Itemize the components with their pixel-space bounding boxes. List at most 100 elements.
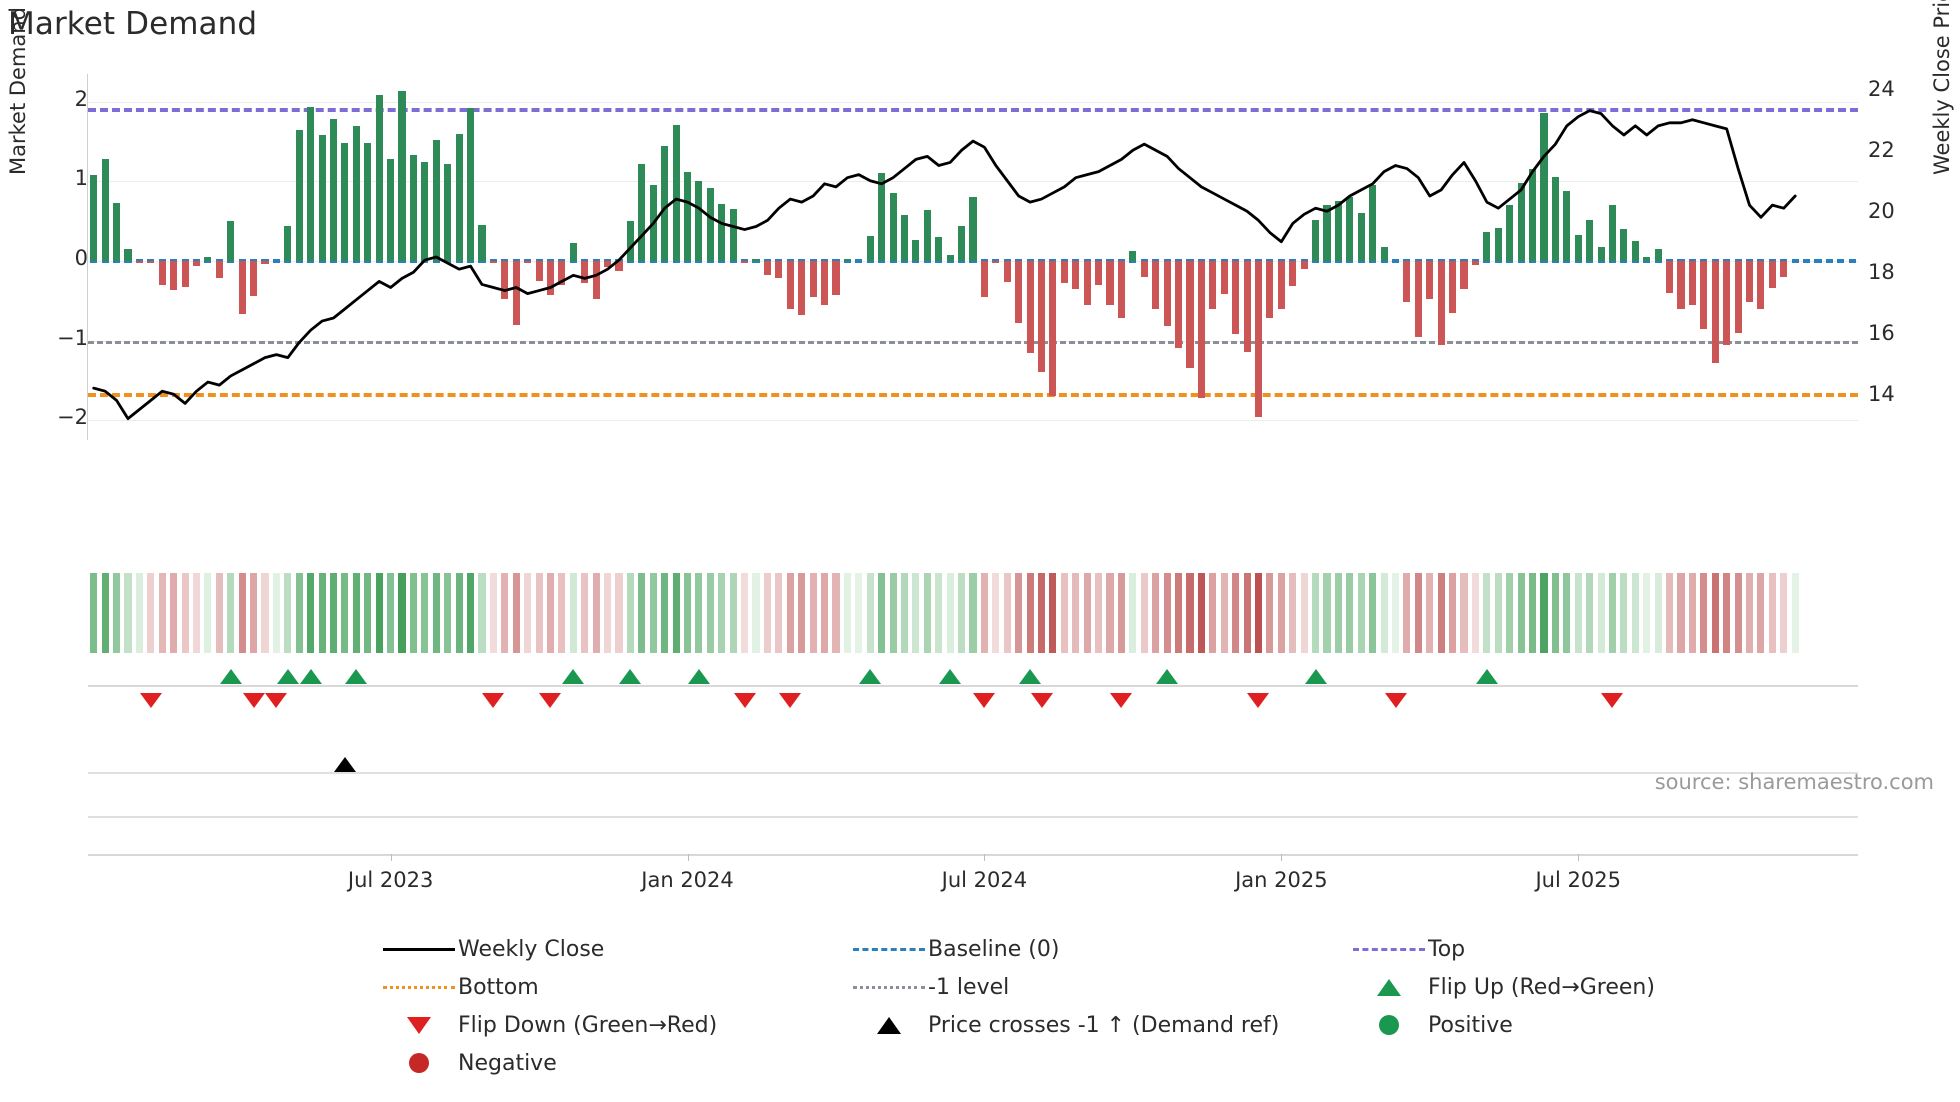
heatmap-cell [569,573,577,653]
demand-bar-negative [992,260,1000,263]
heatmap-cell [524,573,532,653]
heatmap-cell [741,573,749,653]
heatmap-cell [341,573,349,653]
heatmap-cell [535,573,543,653]
heatmap-cell [1312,573,1320,653]
heatmap-cell [1015,573,1023,653]
reference-line [88,340,1858,344]
demand-bar-negative [980,260,988,297]
demand-bar-negative [1471,260,1479,265]
baseline-segment [1803,258,1811,263]
flip-up-marker [619,669,642,684]
legend-item[interactable]: -1 level [850,968,1350,1006]
heatmap-cell [581,573,589,653]
demand-bar-positive [866,235,874,261]
heatmap-cell [501,573,509,653]
heatmap-cell [489,573,497,653]
demand-bar-positive [1506,205,1514,261]
legend-item-label: Bottom [458,974,539,1000]
baseline-segment [855,258,863,263]
heatmap-cell [798,573,806,653]
demand-bar-positive [124,249,132,261]
legend-item[interactable]: Price crosses -1 ↑ (Demand ref) [850,1006,1350,1044]
x-axis-tick-mark [687,854,689,861]
heatmap-cell [832,573,840,653]
legend-item[interactable]: Flip Up (Red→Green) [1350,968,1655,1006]
heatmap-cell [900,573,909,653]
heatmap-cell [375,573,383,653]
baseline-segment [706,258,714,263]
demand-bar-negative [238,260,246,315]
demand-bar-negative [1666,260,1674,293]
chart-legend: Weekly Close Baseline (0) Top Bottom -1 leve… [380,930,1655,1082]
legend-item[interactable]: Flip Down (Green→Red) [380,1006,850,1044]
flip-down-marker [779,693,802,708]
demand-bar-negative [1197,260,1205,398]
heatmap-cell [1471,573,1479,653]
legend-item[interactable]: Weekly Close [380,930,850,968]
baseline-segment [912,258,920,263]
demand-bar-positive [1654,249,1662,261]
heatmap-cell [1003,573,1011,653]
demand-bar-negative [192,260,201,266]
demand-bar-positive [661,145,669,261]
legend-item[interactable]: Positive [1350,1006,1640,1044]
legend-dot-orange-icon [380,976,458,998]
demand-bar-positive [1608,205,1617,261]
legend-swatch [853,947,925,951]
demand-bar-negative [1083,260,1091,305]
legend-swatch [1353,947,1425,951]
legend-item[interactable]: Bottom [380,968,850,1006]
demand-bar-positive [1620,229,1628,261]
baseline-segment [569,258,577,263]
demand-bar-positive [329,119,338,261]
demand-bar-negative [1072,260,1080,289]
baseline-segment [1483,258,1491,263]
heatmap-cell [729,573,737,653]
baseline-segment [364,258,372,263]
demand-bar-negative [1232,260,1240,335]
legend-item[interactable]: Negative [380,1044,850,1082]
demand-bar-negative [1220,260,1228,295]
demand-bar-positive [946,254,954,261]
reference-line [88,108,1858,113]
demand-bar-negative [1688,260,1696,305]
demand-bar-positive [1369,185,1377,261]
legend-swatch [409,1053,429,1073]
demand-bar-positive [843,259,851,261]
baseline-segment [935,258,943,263]
demand-bar-negative [1015,260,1023,324]
demand-bar-positive [1551,177,1559,261]
heatmap-cell [661,573,669,653]
heatmap-cell [1209,573,1217,653]
demand-bar-negative [1095,260,1103,285]
demand-bar-negative [809,260,817,297]
heatmap-cell [1049,573,1057,653]
demand-bar-positive [387,159,395,261]
heatmap-cell [1494,573,1502,653]
baseline-segment [409,258,417,263]
legend-item[interactable]: Baseline (0) [850,930,1350,968]
heatmap-cell [626,573,634,653]
demand-bar-negative [1757,260,1765,309]
demand-bar-positive [1483,232,1491,261]
demand-bar-positive [683,171,692,261]
baseline-segment [866,258,874,263]
demand-bar-negative [1277,260,1285,309]
heatmap-cell [170,573,178,653]
legend-item[interactable]: Top [1350,930,1640,968]
demand-heatmap-strip [88,573,1858,653]
baseline-segment [1540,258,1548,263]
heatmap-cell [1037,573,1046,653]
heatmap-cell [604,573,612,653]
y-axis-left-tick: 0 [74,245,88,270]
heatmap-cell [1277,573,1285,653]
demand-bar-positive [1494,227,1502,261]
demand-bar-positive [101,159,109,261]
demand-bar-negative [832,260,840,296]
demand-bar-positive [398,90,406,261]
demand-bar-positive [352,125,360,261]
baseline-segment [878,258,886,263]
y-axis-left-tick: −2 [57,405,88,430]
